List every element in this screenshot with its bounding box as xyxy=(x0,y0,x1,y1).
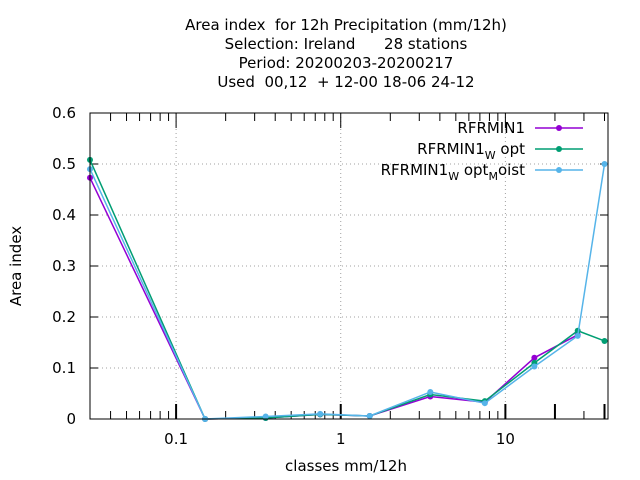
y-tick-label: 0.1 xyxy=(52,359,76,377)
x-axis-label: classes mm/12h xyxy=(285,457,407,475)
y-tick-label: 0.5 xyxy=(52,155,76,173)
legend-marker-3 xyxy=(556,167,562,173)
series-3-point xyxy=(481,400,488,407)
title-line-1: Area index for 12h Precipitation (mm/12h… xyxy=(185,16,507,34)
legend-label-1: RFRMIN1 xyxy=(457,119,525,137)
series-2-point xyxy=(601,337,608,344)
series-line-3 xyxy=(89,163,606,420)
legend-label-3: RFRMIN1W optMoist xyxy=(381,161,526,183)
y-tick-label: 0.2 xyxy=(52,308,76,326)
series-line-2 xyxy=(89,159,605,420)
series-3-point xyxy=(427,388,434,395)
y-tick-label: 0 xyxy=(66,410,76,428)
x-tick-label: 10 xyxy=(496,430,515,448)
series-3-point xyxy=(366,412,373,419)
title-line-4: Used 00,12 + 12-00 18-06 24-12 xyxy=(217,73,474,91)
series-1-point xyxy=(531,354,538,361)
series-3-point xyxy=(317,410,324,417)
x-tick-label: 1 xyxy=(336,430,346,448)
y-axis-label: Area index xyxy=(7,226,25,306)
series-lines xyxy=(87,156,608,422)
legend-label-2: RFRMIN1W opt xyxy=(417,140,525,162)
series-3-point xyxy=(531,363,538,370)
legend-marker-2 xyxy=(556,146,562,152)
series-3-point xyxy=(601,161,608,167)
y-tick-label: 0.4 xyxy=(52,206,76,224)
plot-frame xyxy=(89,112,609,420)
y-tick-label: 0.3 xyxy=(52,257,76,275)
grid xyxy=(90,113,608,419)
title-line-2: Selection: Ireland 28 stations xyxy=(225,35,468,53)
series-3-point xyxy=(262,413,269,420)
series-line-1 xyxy=(89,177,579,420)
y-tick-label: 0.6 xyxy=(52,104,76,122)
title-line-3: Period: 20200203-20200217 xyxy=(239,54,454,72)
series-3-point xyxy=(574,332,581,339)
chart-title: Area index for 12h Precipitation (mm/12h… xyxy=(185,16,507,91)
legend-marker-1 xyxy=(556,125,562,131)
x-tick-label: 0.1 xyxy=(164,430,188,448)
